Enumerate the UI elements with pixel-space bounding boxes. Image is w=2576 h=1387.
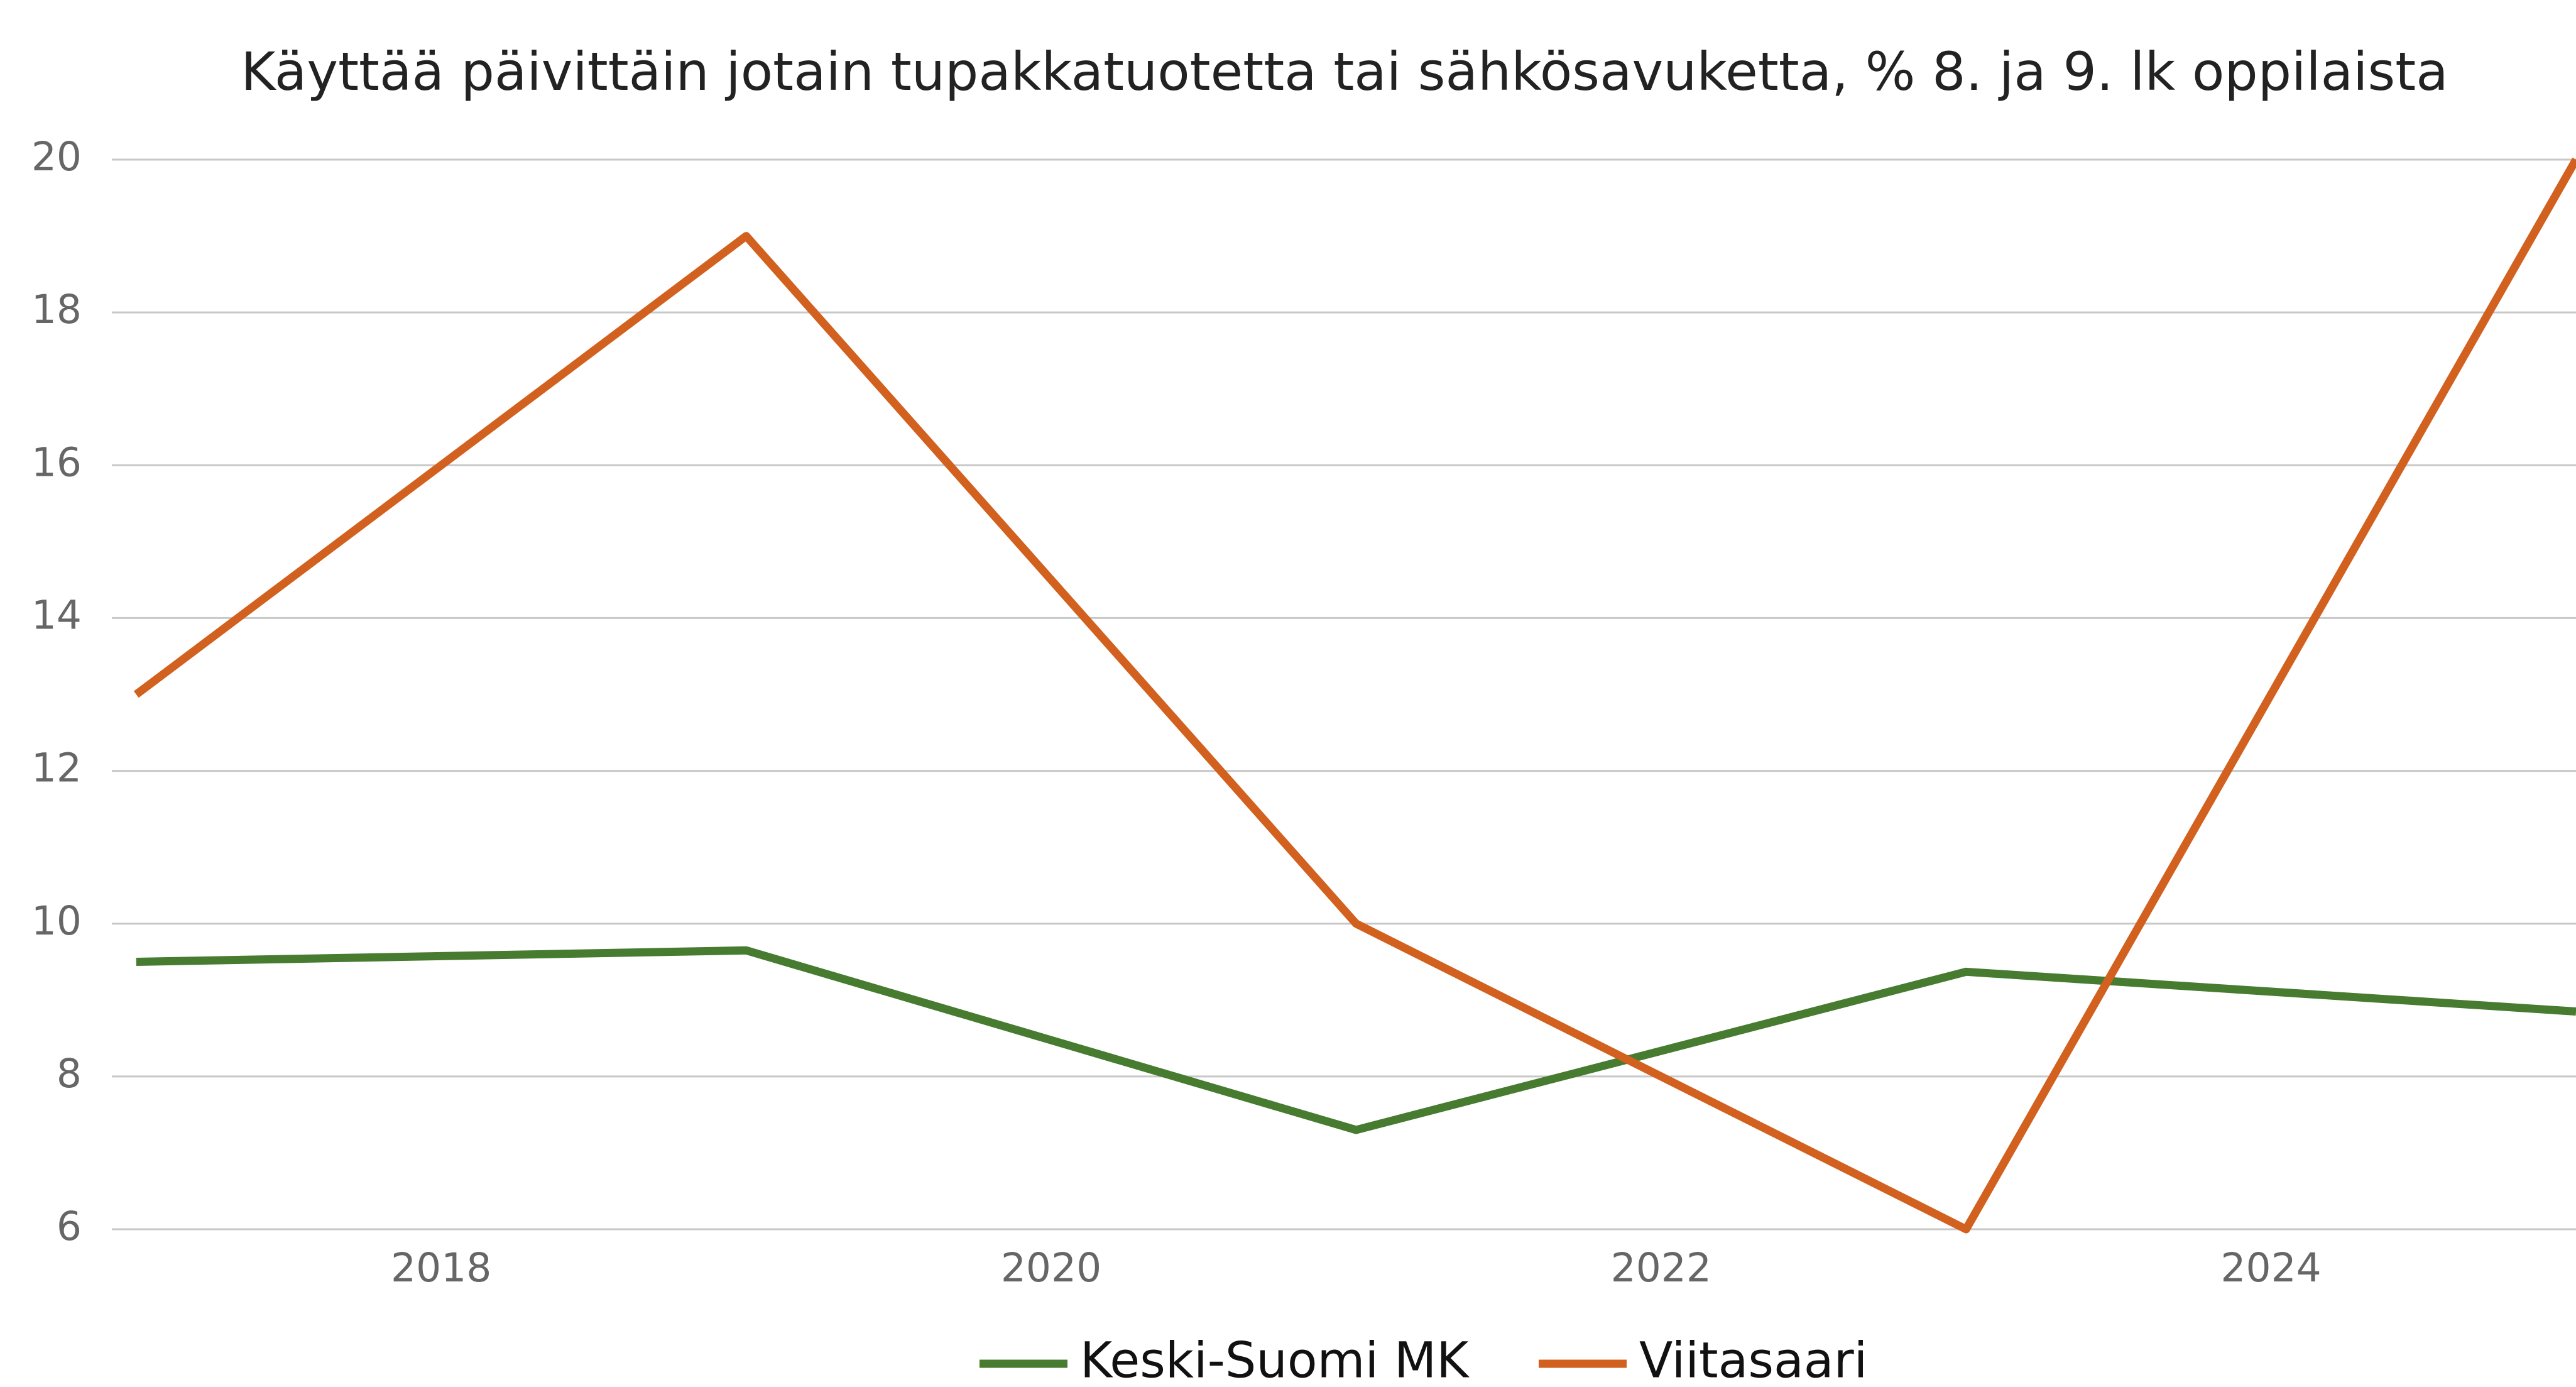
data-line [136, 946, 2576, 1134]
x-tick-label: 2018 [391, 1245, 491, 1291]
y-tick-label: 8 [57, 1051, 82, 1097]
y-tick-label: 16 [31, 439, 82, 485]
x-tick-label: 2022 [1611, 1245, 1711, 1291]
y-tick-label: 18 [31, 287, 82, 332]
y-tick-label: 20 [31, 134, 82, 180]
chart-title: Käyttää päivittäin jotain tupakkatuotett… [241, 41, 2448, 102]
legend-label: Keski-Suomi MK [1080, 1332, 1470, 1387]
legend-label: Viitasaari [1639, 1332, 1867, 1387]
y-tick-label: 10 [31, 898, 82, 944]
y-tick-label: 12 [31, 745, 82, 791]
y-tick-label: 14 [31, 593, 82, 639]
y-tick-label: 6 [57, 1203, 82, 1249]
data-line [133, 157, 2576, 1234]
x-tick-label: 2024 [2220, 1245, 2321, 1291]
x-tick-label: 2020 [1001, 1245, 1101, 1291]
